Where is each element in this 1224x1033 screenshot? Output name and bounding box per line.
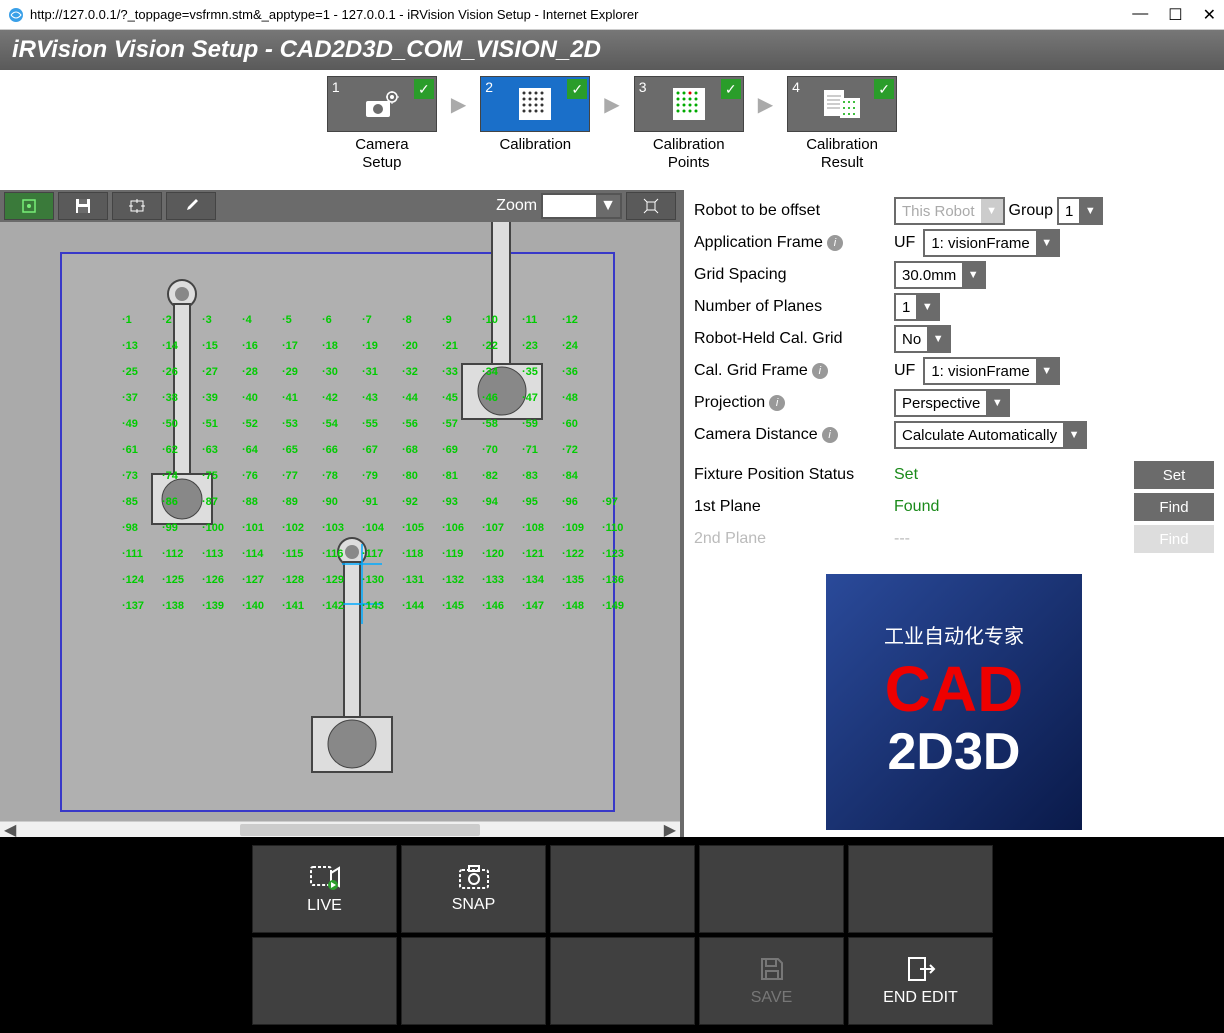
plane1-value: Found: [894, 498, 939, 516]
plane1-label: 1st Plane: [694, 498, 894, 516]
browser-titlebar: http://127.0.0.1/?_toppage=vsfrmn.stm&_a…: [0, 0, 1224, 30]
info-icon[interactable]: i: [822, 427, 838, 443]
dropdown-icon: ▼: [927, 327, 949, 351]
num-planes-label: Number of Planes: [694, 298, 894, 316]
close-button[interactable]: ✕: [1203, 5, 1216, 25]
empty-button: [401, 937, 546, 1025]
settings-panel: Robot to be offset This Robot▼ Group 1▼ …: [684, 190, 1224, 837]
tool-save-icon[interactable]: [58, 192, 108, 220]
dropdown-icon: ▼: [1063, 423, 1085, 447]
zoom-label: Zoom: [496, 197, 537, 215]
empty-button: [550, 845, 695, 933]
group-label: Group: [1009, 202, 1053, 220]
info-icon[interactable]: i: [827, 235, 843, 251]
end-edit-button[interactable]: END EDIT: [848, 937, 993, 1025]
maximize-button[interactable]: ☐: [1168, 5, 1182, 25]
zoom-select[interactable]: 100% ▼: [541, 193, 622, 219]
plane2-value: ---: [894, 530, 910, 548]
step-arrow-icon: ▶: [604, 76, 619, 132]
tool-eyedropper-icon[interactable]: [166, 192, 216, 220]
dropdown-icon: ▼: [1036, 359, 1058, 383]
dropdown-icon: ▼: [986, 391, 1008, 415]
info-icon[interactable]: i: [812, 363, 828, 379]
dropdown-icon: ▼: [916, 295, 938, 319]
step-calibration[interactable]: 2✓ Calibration: [470, 76, 600, 154]
grid-spacing-label: Grid Spacing: [694, 266, 894, 284]
step-label: CalibrationResult: [806, 136, 878, 172]
projection-select[interactable]: Perspective▼: [894, 389, 1010, 417]
info-icon[interactable]: i: [769, 395, 785, 411]
ie-icon: [8, 7, 24, 23]
step-calibration-result[interactable]: 4✓ CalibrationResult: [777, 76, 907, 172]
robot-held-label: Robot-Held Cal. Grid: [694, 330, 894, 348]
dropdown-icon: ▼: [596, 195, 620, 217]
cal-grid-frame-label: Cal. Grid Frame: [694, 362, 808, 380]
wizard-steps: 1✓ CameraSetup ▶ 2✓ Calibration ▶ 3✓ Cal…: [0, 70, 1224, 190]
grid-spacing-select[interactable]: 30.0mm▼: [894, 261, 986, 289]
browser-url: http://127.0.0.1/?_toppage=vsfrmn.stm&_a…: [30, 7, 1132, 22]
cal-grid-frame-select[interactable]: 1: visionFrame▼: [923, 357, 1059, 385]
projection-label: Projection: [694, 394, 765, 412]
empty-button: [550, 937, 695, 1025]
check-icon: ✓: [721, 79, 741, 99]
find-button-disabled: Find: [1134, 525, 1214, 553]
robot-offset-select[interactable]: This Robot▼: [894, 197, 1005, 225]
tool-target-icon[interactable]: [112, 192, 162, 220]
check-icon: ✓: [414, 79, 434, 99]
dropdown-icon: ▼: [981, 199, 1003, 223]
viewport-toolbar: Zoom 100% ▼: [0, 190, 680, 222]
bottom-toolbar: LIVE SNAP SAVE END EDIT: [0, 837, 1224, 1033]
dropdown-icon: ▼: [962, 263, 984, 287]
camera-distance-label: Camera Distance: [694, 426, 818, 444]
app-title: iRVision Vision Setup - CAD2D3D_COM_VISI…: [0, 30, 1224, 70]
fixture-status-label: Fixture Position Status: [694, 466, 894, 484]
dropdown-icon: ▼: [1036, 231, 1058, 255]
minimize-button[interactable]: —: [1132, 5, 1148, 25]
group-select[interactable]: 1▼: [1057, 197, 1103, 225]
find-button[interactable]: Find: [1134, 493, 1214, 521]
tool-select[interactable]: [4, 192, 54, 220]
app-frame-select[interactable]: 1: visionFrame▼: [923, 229, 1059, 257]
robot-held-select[interactable]: No▼: [894, 325, 951, 353]
step-label: Calibration: [499, 136, 571, 154]
empty-button: [848, 845, 993, 933]
fixture-status-value: Set: [894, 466, 918, 484]
step-arrow-icon: ▶: [758, 76, 773, 132]
app-frame-label: Application Frame: [694, 234, 823, 252]
step-label: CameraSetup: [355, 136, 408, 172]
tool-fit-icon[interactable]: [626, 192, 676, 220]
step-label: CalibrationPoints: [653, 136, 725, 172]
set-button[interactable]: Set: [1134, 461, 1214, 489]
step-calibration-points[interactable]: 3✓ CalibrationPoints: [624, 76, 754, 172]
num-planes-select[interactable]: 1▼: [894, 293, 940, 321]
dropdown-icon: ▼: [1079, 199, 1101, 223]
empty-button: [252, 937, 397, 1025]
step-camera-setup[interactable]: 1✓ CameraSetup: [317, 76, 447, 172]
save-button: SAVE: [699, 937, 844, 1025]
camera-viewport[interactable]: ·1·2·3·4·5·6·7·8·9·10·11·12·13·14·15·16·…: [0, 222, 680, 821]
horizontal-scrollbar[interactable]: ◀ ▶: [0, 821, 680, 837]
camera-distance-select[interactable]: Calculate Automatically▼: [894, 421, 1087, 449]
step-arrow-icon: ▶: [451, 76, 466, 132]
empty-button: [699, 845, 844, 933]
calibration-points: ·1·2·3·4·5·6·7·8·9·10·11·12·13·14·15·16·…: [122, 314, 603, 800]
live-button[interactable]: LIVE: [252, 845, 397, 933]
brand-logo: 工业自动化专家 CAD 2D3D: [826, 574, 1082, 830]
plane2-label: 2nd Plane: [694, 530, 894, 548]
robot-offset-label: Robot to be offset: [694, 202, 894, 220]
check-icon: ✓: [874, 79, 894, 99]
check-icon: ✓: [567, 79, 587, 99]
snap-button[interactable]: SNAP: [401, 845, 546, 933]
